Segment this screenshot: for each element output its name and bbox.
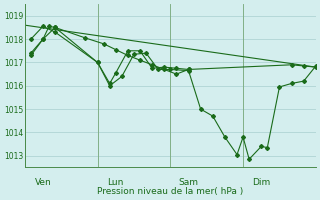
Text: Lun: Lun: [108, 178, 124, 187]
Text: Ven: Ven: [35, 178, 52, 187]
Text: Sam: Sam: [179, 178, 198, 187]
Text: Dim: Dim: [252, 178, 270, 187]
X-axis label: Pression niveau de la mer( hPa ): Pression niveau de la mer( hPa ): [97, 187, 244, 196]
